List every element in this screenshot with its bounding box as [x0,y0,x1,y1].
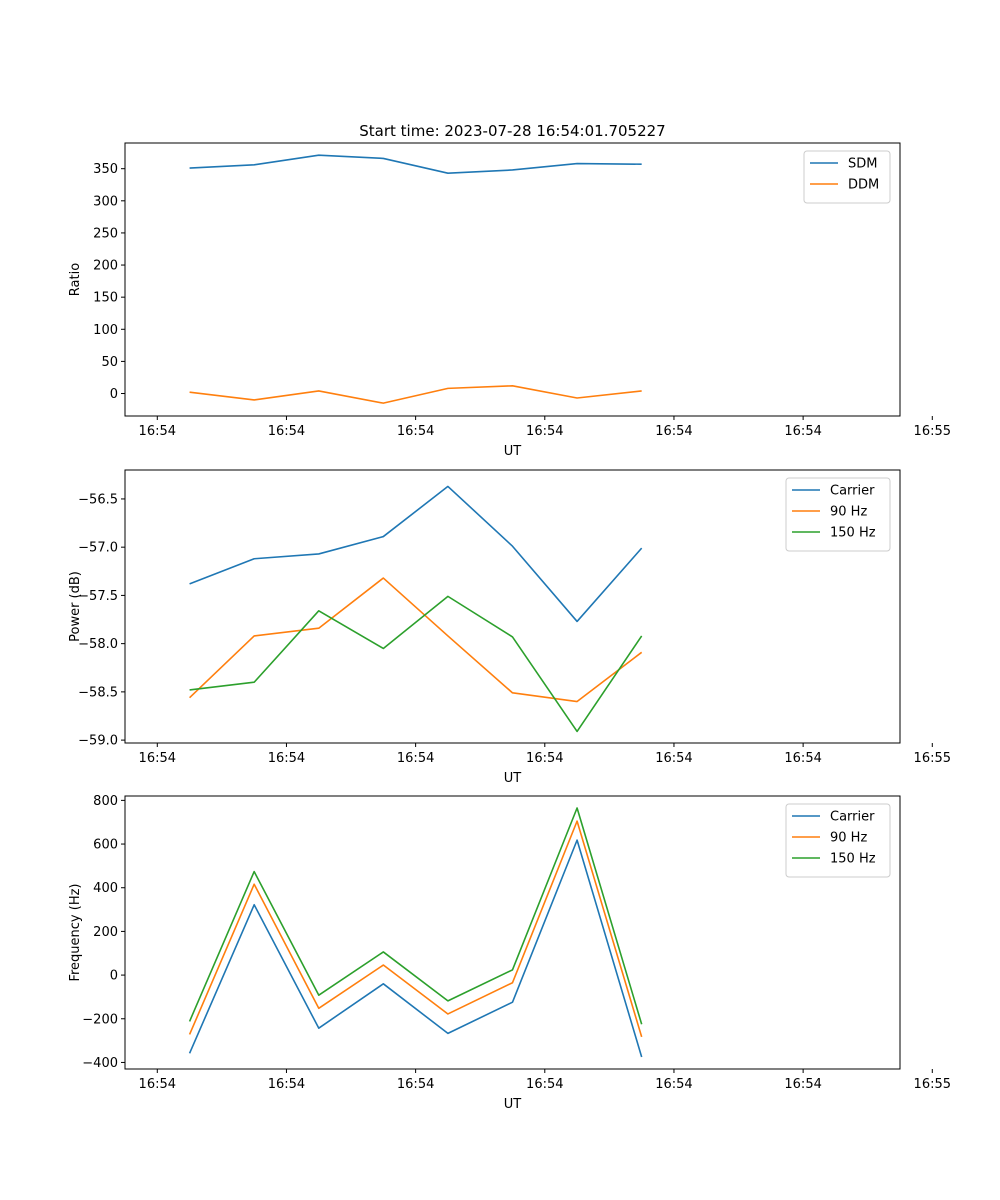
legend: Carrier 90 Hz 150 Hz [785,477,891,552]
legend: Carrier 90 Hz 150 Hz [785,803,891,878]
y-tick-label: 100 [93,323,118,338]
legend-box [803,150,891,204]
x-tick-label: 16:54 [784,1077,821,1092]
y-tick-label: 600 [93,838,118,853]
series-line-150-hz [189,595,643,733]
y-tick-label: −59.0 [78,734,118,749]
x-tick-label: 16:54 [139,751,176,766]
axes-frame [124,142,901,417]
x-tick-label: 16:54 [655,424,692,439]
x-tick-label: 16:54 [526,424,563,439]
axes-frame [124,469,901,744]
subplot-2: 16:54 16:54 16:54 16:54 16:54 16:54 16:55 −59.0… [68,469,951,786]
series-line-sdm [189,154,642,174]
series-line-ddm [189,385,642,404]
y-tick-label: 300 [93,194,118,209]
x-tick-label: 16:54 [784,751,821,766]
x-tick-label: 16:54 [526,751,563,766]
y-tick-label: 200 [93,925,118,940]
legend-label: 150 Hz [830,526,876,541]
y-tick-label: 50 [101,355,118,370]
y-axis-label: Power (dB) [68,571,83,642]
legend-label: 90 Hz [830,505,867,520]
y-tick-label: 250 [93,226,118,241]
x-tick-label: 16:55 [914,1077,951,1092]
y-tick-label: −200 [82,1012,118,1027]
x-tick-label: 16:54 [268,1077,305,1092]
legend-label: 150 Hz [830,852,876,867]
series-line-90-hz [189,577,643,703]
x-tick-label: 16:54 [397,1077,434,1092]
x-tick-label: 16:54 [139,424,176,439]
y-tick-label: −58.5 [78,685,118,700]
x-tick-label: 16:54 [784,424,821,439]
x-tick-label: 16:54 [655,751,692,766]
legend: SDM DDM [803,150,891,204]
y-tick-label: 0 [110,387,118,402]
series-line-carrier [189,485,643,623]
y-tick-label: 150 [93,291,118,306]
x-axis-label: UT [504,444,522,459]
legend-label: Carrier [830,484,875,499]
legend-label: 90 Hz [830,831,867,846]
y-tick-label: 800 [93,794,118,809]
y-tick-label: −58.0 [78,637,118,652]
x-tick-label: 16:54 [139,1077,176,1092]
y-axis-label: Frequency (Hz) [68,883,83,981]
series-line-150-hz [188,807,643,1025]
y-tick-label: 200 [93,259,118,274]
series-line-90-hz [188,820,643,1038]
x-tick-label: 16:54 [268,424,305,439]
y-axis-label: Ratio [68,263,83,296]
x-tick-label: 16:54 [268,751,305,766]
x-tick-label: 16:54 [397,424,434,439]
x-tick-label: 16:54 [655,1077,692,1092]
x-axis-label: UT [504,771,522,786]
y-tick-label: −400 [82,1056,118,1071]
x-axis-label: UT [504,1097,522,1112]
series-line-carrier [188,839,643,1058]
axes-frame [124,795,901,1070]
chart-title: Start time: 2023-07-28 16:54:01.705227 [359,122,665,140]
y-tick-label: −57.0 [78,541,118,556]
subplot-1: 16:54 16:54 16:54 16:54 16:54 16:54 16:55 0 50 10… [68,122,951,459]
y-tick-label: 0 [110,969,118,984]
y-tick-label: 350 [93,162,118,177]
y-tick-label: 400 [93,881,118,896]
x-tick-label: 16:54 [397,751,434,766]
x-tick-label: 16:55 [914,751,951,766]
subplot-3: 16:54 16:54 16:54 16:54 16:54 16:54 16:55 −400 −… [68,794,951,1112]
legend-label: Carrier [830,810,875,825]
y-tick-label: −56.5 [78,492,118,507]
x-tick-label: 16:55 [914,424,951,439]
legend-label: SDM [848,157,877,172]
legend-label: DDM [848,178,879,193]
x-tick-label: 16:54 [526,1077,563,1092]
y-tick-label: −57.5 [78,589,118,604]
